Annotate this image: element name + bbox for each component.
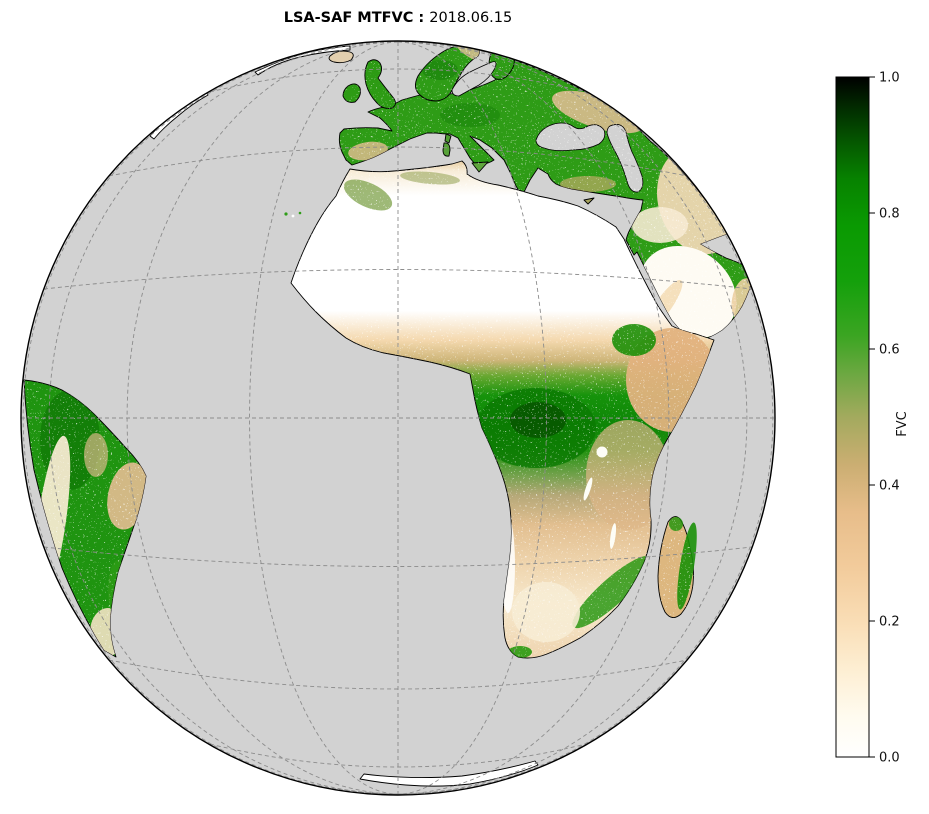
figure-title-product: LSA-SAF MTFVC : — [284, 10, 424, 26]
colorbar-ticks: 0.0 0.2 0.4 0.6 0.8 1.0 — [869, 71, 900, 766]
colorbar-tick-label: 0.8 — [879, 207, 900, 222]
colorbar-tick-label: 0.0 — [879, 751, 900, 766]
colorbar-tick-label: 0.2 — [879, 615, 900, 630]
colorbar-tick-label: 1.0 — [879, 71, 900, 86]
colorbar: 0.0 0.2 0.4 0.6 0.8 1.0 FVC — [835, 71, 910, 766]
colorbar-tick-label: 0.6 — [879, 343, 900, 358]
globe-map — [20, 40, 776, 796]
colorbar-axis-label: FVC — [895, 411, 910, 436]
globe-outline — [20, 40, 776, 796]
graticule — [21, 41, 775, 795]
greenland-coast-sliver-north — [254, 45, 351, 76]
figure-title: LSA-SAF MTFVC : 2018.06.15 — [284, 10, 513, 26]
island-sardinia — [442, 142, 451, 157]
figure-title-date: 2018.06.15 — [429, 10, 512, 26]
canary-islands — [284, 211, 302, 218]
island-iceland — [328, 50, 354, 64]
colorbar-gradient-bar — [835, 76, 870, 758]
colorbar-tick-label: 0.4 — [879, 479, 900, 494]
